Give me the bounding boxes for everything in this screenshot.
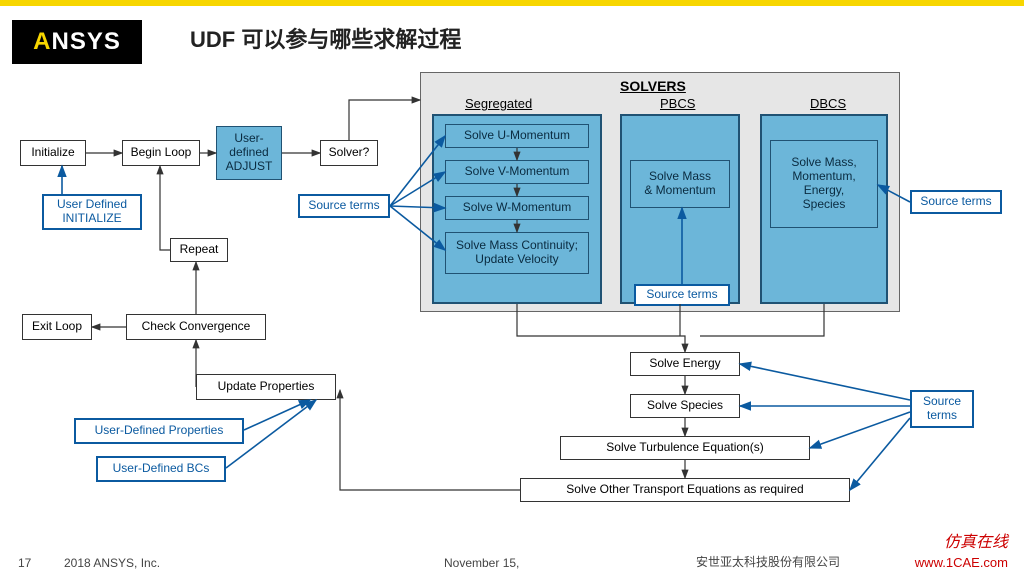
exit-loop: Exit Loop	[22, 314, 92, 340]
logo-rest: NSYS	[51, 28, 120, 56]
page-title: UDF 可以参与哪些求解过程	[190, 22, 461, 54]
source-terms-right: Source terms	[910, 190, 1002, 214]
update-properties: Update Properties	[196, 374, 336, 400]
col-dbcs: DBCS	[810, 96, 846, 111]
ansys-logo: ANSYS	[12, 20, 142, 64]
repeat: Repeat	[170, 238, 228, 262]
solver-q: Solver?	[320, 140, 378, 166]
accent-bar	[0, 0, 1024, 6]
seg-v: Solve V-Momentum	[445, 160, 589, 184]
initialize: Initialize	[20, 140, 86, 166]
solve-species: Solve Species	[630, 394, 740, 418]
logo-a: A	[33, 28, 51, 56]
seg-w: Solve W-Momentum	[445, 196, 589, 220]
footer-date: November 15,	[444, 556, 519, 570]
watermark-2: www.1CAE.com	[915, 555, 1008, 570]
pbcs-solve: Solve Mass & Momentum	[630, 160, 730, 208]
user-init: User Defined INITIALIZE	[42, 194, 142, 230]
seg-u: Solve U-Momentum	[445, 124, 589, 148]
col-pbcs: PBCS	[660, 96, 695, 111]
copyright: 2018 ANSYS, Inc.	[64, 556, 160, 570]
col-segregated: Segregated	[465, 96, 532, 111]
source-terms-left: Source terms	[298, 194, 390, 218]
watermark-1: 仿真在线	[944, 528, 1008, 552]
ud-bcs: User-Defined BCs	[96, 456, 226, 482]
source-terms-pbcs: Source terms	[634, 284, 730, 306]
source-terms-br: Source terms	[910, 390, 974, 428]
solve-other: Solve Other Transport Equations as requi…	[520, 478, 850, 502]
solvers-title: SOLVERS	[620, 78, 686, 94]
seg-mass: Solve Mass Continuity; Update Velocity	[445, 232, 589, 274]
ud-properties: User-Defined Properties	[74, 418, 244, 444]
dbcs-solve: Solve Mass, Momentum, Energy, Species	[770, 140, 878, 228]
user-adjust: User- defined ADJUST	[216, 126, 282, 180]
begin-loop: Begin Loop	[122, 140, 200, 166]
footer-org: 安世亚太科技股份有限公司	[696, 553, 840, 570]
solve-turbulence: Solve Turbulence Equation(s)	[560, 436, 810, 460]
pbcs-box	[620, 114, 740, 304]
page-number: 17	[18, 556, 31, 570]
footer: 17 2018 ANSYS, Inc. November 15, 安世亚太科技股…	[14, 550, 1010, 570]
solve-energy: Solve Energy	[630, 352, 740, 376]
check-convergence: Check Convergence	[126, 314, 266, 340]
